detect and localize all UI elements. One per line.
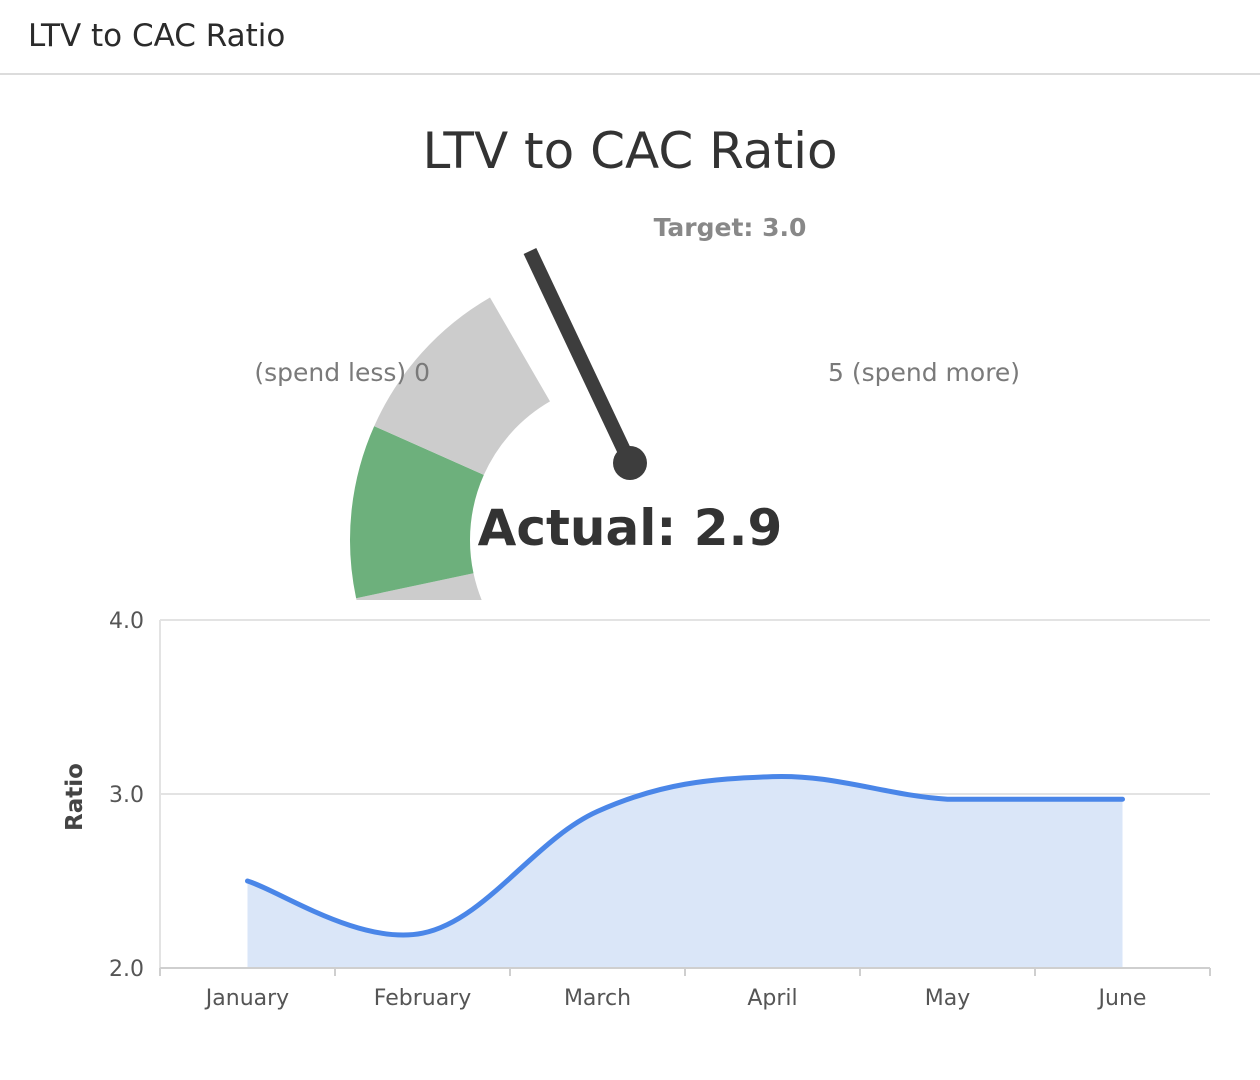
header-title: LTV to CAC Ratio [28,18,286,54]
x-tick-label-march: March [564,986,631,1011]
data-point-june [1120,796,1126,802]
series-line [245,773,1125,938]
chart-axes: 2.0 3.0 4.0 January February March April May Jun… [109,609,1211,1011]
chart-series [245,773,1126,968]
gauge-bands [350,297,550,600]
gauge-band-2 [350,426,484,599]
gauge: (spend less) 0 5 (spend more) Target: 3.… [254,213,1020,600]
widget-title: LTV to CAC Ratio [422,122,838,180]
data-point-april [770,774,776,780]
x-tick-label-may: May [925,986,970,1011]
y-tick-label-1: 3.0 [109,783,144,808]
widget-header: LTV to CAC Ratio [0,0,1260,75]
series-area-fill [247,776,1123,968]
gauge-needle [523,248,637,466]
gauge-target-label: Target: 3.0 [654,213,807,242]
gauge-band-3 [374,297,550,475]
y-tick-label-2: 4.0 [109,609,144,634]
gauge-max-label: 5 (spend more) [828,358,1020,387]
x-tick-label-june: June [1097,986,1147,1011]
y-tick-label-0: 2.0 [109,957,144,982]
gauge-band-1 [356,573,482,600]
x-tick-label-january: January [204,986,289,1011]
data-point-march [595,808,601,814]
x-tick-label-april: April [747,986,797,1011]
gauge-min-label: (spend less) 0 [254,358,430,387]
x-tick-label-february: February [374,986,472,1011]
gauge-actual-label: Actual: 2.9 [478,499,783,557]
gauge-pivot [613,446,647,480]
chart-grid [160,619,1210,969]
data-point-january [245,878,251,884]
data-point-may [945,796,951,802]
data-point-february [420,930,426,936]
y-axis-title: Ratio [62,763,88,831]
